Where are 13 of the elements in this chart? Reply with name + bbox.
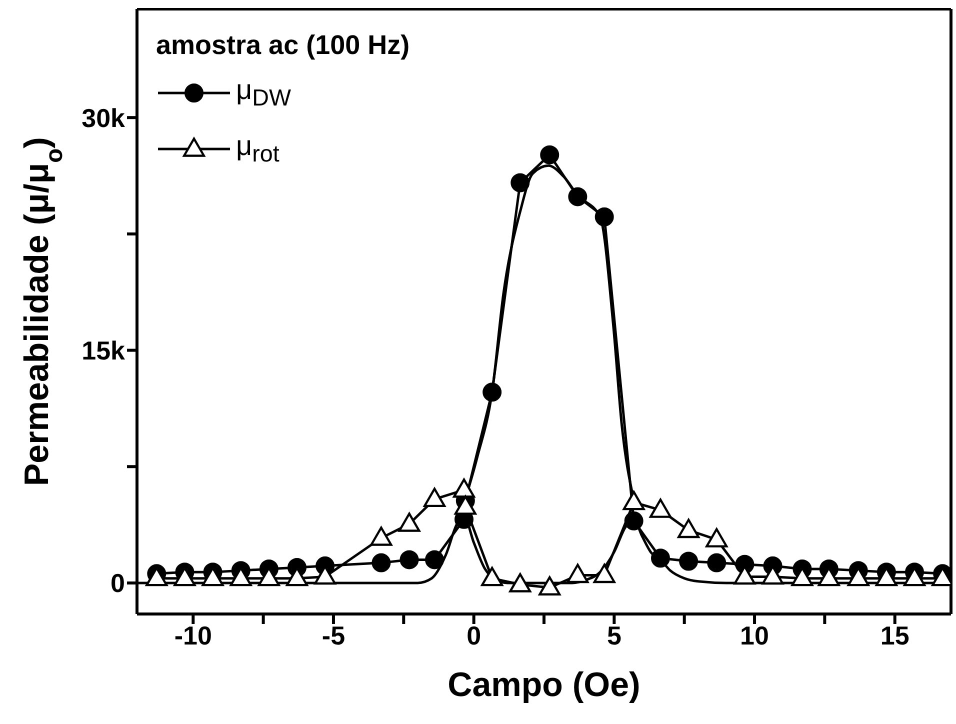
y-tick-label: 15k bbox=[82, 336, 126, 366]
x-tick-label: 10 bbox=[740, 620, 769, 650]
x-axis-title: Campo (Oe) bbox=[448, 666, 640, 704]
y-tick-label: 0 bbox=[110, 568, 125, 598]
x-tick-label: 15 bbox=[880, 620, 910, 650]
x-tick-label: -5 bbox=[322, 620, 346, 650]
y-tick-label: 30k bbox=[82, 102, 126, 133]
legend-title: amostra ac (100 Hz) bbox=[156, 30, 410, 61]
x-tick-label: 5 bbox=[606, 620, 622, 650]
legend-label: μ$_{DW}$ bbox=[236, 74, 292, 112]
legend-label: μ$_{rot}$ bbox=[236, 130, 280, 168]
x-tick-label: -10 bbox=[174, 620, 212, 650]
x-tick-label: 0 bbox=[466, 620, 482, 650]
